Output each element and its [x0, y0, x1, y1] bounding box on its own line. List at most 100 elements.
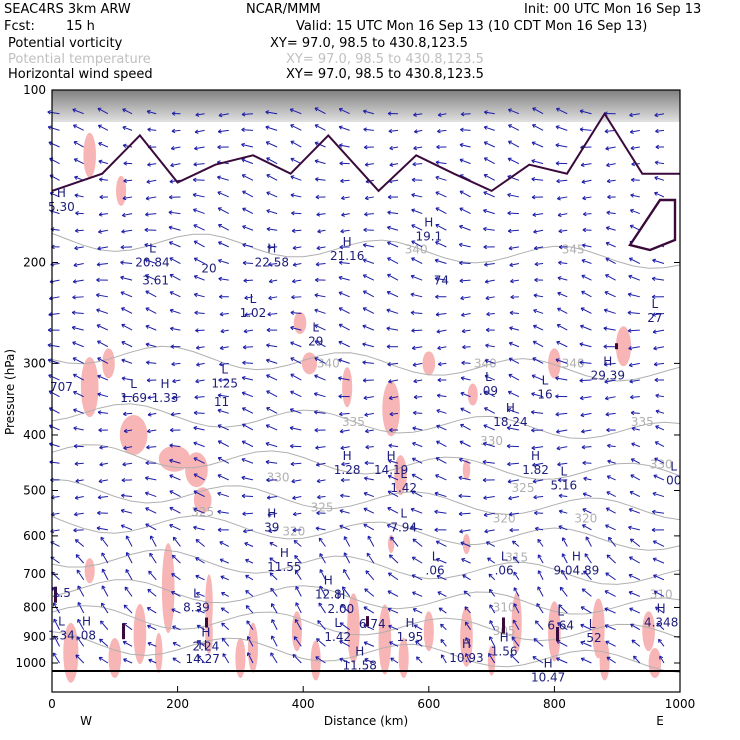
wind-vector: [319, 553, 326, 564]
wind-vector: [196, 624, 205, 631]
wind-vector: [289, 408, 302, 414]
wind-vector: [318, 537, 326, 547]
wind-vector: [362, 274, 375, 281]
wind-vector: [123, 445, 133, 450]
wind-vector: [97, 374, 109, 381]
extremum-value: 27: [647, 311, 662, 325]
wind-vector: [170, 412, 181, 417]
wind-vector: [603, 344, 616, 349]
wind-vector: [192, 208, 205, 215]
east-label: E: [656, 714, 664, 728]
wind-vector: [290, 124, 302, 131]
wind-vector: [387, 362, 399, 367]
wind-vector: [169, 257, 181, 264]
pv-closed-contour: [628, 198, 677, 252]
wind-vector: [314, 107, 326, 115]
wind-vector: [195, 378, 205, 384]
wind-vector: [291, 278, 302, 284]
pv-shading-layer: [52, 90, 680, 683]
wind-vector: [485, 327, 495, 333]
wind-vector: [120, 524, 133, 531]
wind-vector: [413, 378, 423, 384]
wind-vector: [533, 324, 544, 331]
extremum-value: 18.24: [493, 415, 527, 429]
wind-vector: [605, 640, 616, 647]
wind-vector: [73, 408, 84, 414]
wind-vector: [101, 552, 109, 564]
wind-vector: [48, 407, 60, 414]
wind-vector: [339, 429, 350, 434]
wind-vector: [459, 142, 471, 148]
wind-vector: [144, 491, 157, 498]
wind-vector: [265, 125, 278, 131]
wind-vector: [513, 603, 520, 614]
wind-vector: [410, 507, 423, 514]
wind-vector: [245, 605, 254, 614]
wind-vector: [193, 473, 205, 481]
wind-vector: [363, 395, 374, 401]
wind-vector: [362, 342, 374, 348]
wind-vector: [387, 273, 399, 281]
wind-vector: [508, 512, 519, 517]
wind-vector: [193, 292, 205, 298]
wind-vector: [603, 362, 616, 367]
wind-vector: [533, 229, 544, 234]
field-name-pv: Potential vorticity: [8, 36, 123, 51]
extremum-value: 20: [201, 262, 216, 276]
wind-vector: [193, 162, 205, 167]
wind-vector: [195, 591, 205, 597]
wind-vector: [362, 109, 374, 115]
wind-vector: [341, 461, 350, 467]
wind-vector: [558, 525, 568, 531]
wind-vector: [531, 177, 544, 182]
wind-vector: [75, 654, 85, 664]
wind-vector: [413, 112, 423, 117]
wind-vector: [509, 262, 520, 268]
extremum-marker: L: [652, 297, 659, 311]
wind-vector: [463, 590, 471, 597]
wind-vector: [460, 376, 471, 381]
extremum-marker: H: [387, 449, 396, 463]
extremum-value: .08: [77, 628, 96, 642]
wind-vector: [100, 620, 109, 631]
wind-vector: [556, 107, 568, 115]
wind-vector: [510, 278, 519, 284]
pv-shaded-patch: [462, 459, 471, 480]
wind-vector: [96, 277, 108, 283]
wind-vector: [556, 429, 568, 434]
wind-vector: [362, 258, 375, 264]
wind-vector: [483, 141, 495, 148]
wind-vector: [558, 509, 568, 514]
wind-vector: [265, 110, 278, 115]
wind-vector: [507, 461, 519, 467]
wind-vector: [123, 161, 133, 166]
wind-vector: [291, 478, 302, 484]
wind-vector: [121, 212, 133, 218]
extremum-value: 7.94: [390, 520, 417, 534]
wind-vector: [290, 461, 302, 467]
wind-vector: [508, 357, 520, 364]
wind-vector: [314, 293, 326, 298]
extremum-marker: H: [462, 637, 471, 651]
wind-vector: [413, 394, 423, 400]
pv-shaded-patch: [378, 604, 392, 675]
wind-vector: [629, 379, 640, 384]
wind-vector: [145, 523, 157, 531]
wind-vector: [579, 395, 592, 401]
wind-vector: [218, 258, 229, 264]
wind-vector: [196, 608, 205, 614]
wind-vector: [146, 360, 157, 365]
wind-vector: [534, 510, 544, 516]
wind-vector: [605, 146, 616, 151]
wind-vector: [340, 228, 350, 234]
wind-vector: [628, 573, 641, 581]
wind-vector: [147, 624, 157, 631]
wind-vector: [193, 457, 205, 464]
wind-vector: [218, 294, 229, 300]
pv-shaded-patch: [158, 445, 191, 472]
wind-vector: [584, 553, 592, 564]
wind-vector: [483, 157, 495, 165]
wind-vector: [101, 602, 109, 614]
wind-vector: [218, 377, 229, 383]
wind-vector: [196, 362, 205, 367]
